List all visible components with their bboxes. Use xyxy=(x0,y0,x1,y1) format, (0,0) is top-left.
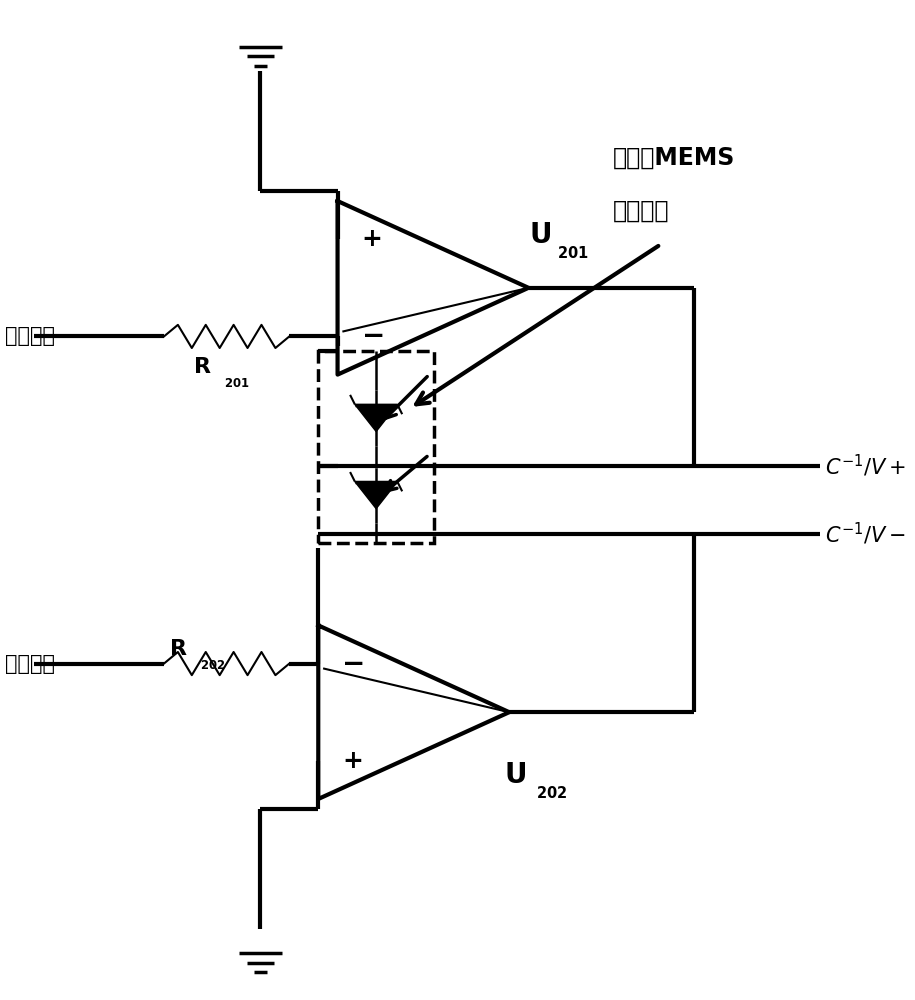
Text: 正弦信号: 正弦信号 xyxy=(5,654,55,674)
Text: $C^{-1}/V-$: $C^{-1}/V-$ xyxy=(824,521,906,547)
Text: +: + xyxy=(361,227,382,251)
Text: $\mathbf{R}$: $\mathbf{R}$ xyxy=(168,639,188,659)
Text: $\mathbf{U}$: $\mathbf{U}$ xyxy=(529,221,551,249)
Text: +: + xyxy=(342,749,363,773)
Text: $\mathbf{_{202}}$: $\mathbf{_{202}}$ xyxy=(199,654,225,672)
Text: $\mathbf{_{201}}$: $\mathbf{_{201}}$ xyxy=(557,241,589,261)
Text: 被检测MEMS: 被检测MEMS xyxy=(612,146,735,170)
Text: 等效电容: 等效电容 xyxy=(612,199,669,223)
Text: $C^{-1}/V+$: $C^{-1}/V+$ xyxy=(824,453,906,479)
Polygon shape xyxy=(355,405,397,432)
Text: $\mathbf{U}$: $\mathbf{U}$ xyxy=(504,761,526,789)
Text: $\mathbf{_{202}}$: $\mathbf{_{202}}$ xyxy=(536,781,567,801)
Text: −: − xyxy=(361,322,385,350)
Text: $\mathbf{R}$: $\mathbf{R}$ xyxy=(193,357,211,377)
Text: 正弦信号: 正弦信号 xyxy=(5,326,55,346)
Text: −: − xyxy=(342,650,366,678)
Polygon shape xyxy=(355,482,397,509)
Text: $\mathbf{_{201}}$: $\mathbf{_{201}}$ xyxy=(224,372,250,390)
